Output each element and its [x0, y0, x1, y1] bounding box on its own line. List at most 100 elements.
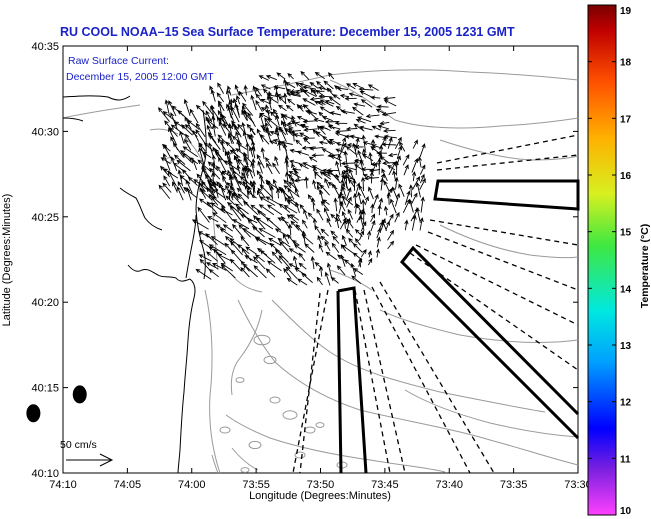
current-vector: [195, 104, 207, 115]
current-vector: [346, 196, 352, 208]
current-vector: [206, 119, 219, 129]
current-vector: [319, 125, 331, 131]
current-vector: [233, 154, 240, 167]
current-vector: [313, 171, 323, 180]
current-vector: [278, 96, 287, 104]
current-vector: [287, 199, 299, 208]
current-vector: [242, 102, 254, 116]
current-vector: [285, 104, 294, 112]
current-vector: [310, 197, 316, 212]
x-tick-label: 73:30: [564, 479, 592, 491]
current-vector: [202, 151, 212, 159]
current-vector: [380, 177, 385, 191]
current-vector: [208, 244, 227, 256]
sector-ray: [429, 219, 579, 246]
sector-outline: [399, 245, 580, 440]
current-vector: [419, 173, 425, 184]
current-vector: [319, 106, 332, 114]
current-vector: [386, 191, 391, 205]
current-vector: [211, 195, 226, 208]
x-tick-label: 74:10: [49, 479, 77, 491]
current-vector: [327, 153, 340, 158]
current-vector: [403, 164, 409, 176]
current-vector: [385, 220, 390, 231]
sector-ray: [371, 286, 471, 474]
current-vector: [270, 111, 278, 119]
current-vector: [334, 121, 348, 126]
current-vector: [335, 173, 341, 184]
current-vector: [187, 176, 198, 186]
buoy-marker: [72, 385, 87, 404]
current-vector: [404, 219, 409, 231]
current-vector: [205, 110, 213, 123]
current-vector: [289, 89, 302, 94]
colorbar-tick-label: 18: [620, 58, 632, 69]
current-vector: [207, 131, 217, 144]
current-vector: [283, 142, 289, 159]
current-vector: [361, 167, 374, 172]
current-vector: [232, 219, 250, 230]
current-vector: [231, 122, 241, 136]
current-vector: [207, 216, 219, 223]
current-vector: [394, 136, 402, 150]
buoy-marker: [26, 404, 41, 423]
current-vector: [229, 167, 242, 178]
current-vector: [236, 139, 241, 152]
current-vector: [242, 263, 259, 278]
current-vector: [301, 234, 314, 245]
current-vector: [170, 124, 186, 136]
current-vector: [359, 159, 365, 176]
current-vector: [343, 150, 348, 167]
current-vector: [207, 179, 219, 191]
current-vector: [341, 195, 354, 206]
current-vector: [208, 268, 219, 278]
current-vector: [253, 265, 267, 279]
current-vector: [358, 257, 363, 267]
current-vector: [218, 117, 234, 130]
current-vector: [179, 130, 185, 144]
current-vector: [359, 230, 365, 241]
current-vector: [260, 147, 265, 160]
current-vector: [288, 171, 301, 179]
current-vector: [298, 82, 311, 88]
current-vector: [310, 255, 315, 270]
current-vector: [387, 240, 395, 250]
current-vector: [332, 183, 340, 197]
current-vector: [323, 80, 334, 90]
current-vector: [317, 86, 333, 92]
current-vector: [319, 99, 334, 107]
current-vector: [348, 178, 355, 188]
current-vector: [310, 88, 318, 97]
current-vector: [336, 86, 349, 91]
current-vector: [285, 266, 298, 279]
x-tick-label: 73:40: [435, 479, 463, 491]
current-vector: [316, 185, 322, 195]
current-vector: [265, 180, 283, 192]
bathymetry-contour: [225, 414, 446, 473]
colorbar-label: Temperature (°C): [639, 224, 651, 309]
current-vector: [266, 162, 273, 175]
current-vector: [216, 165, 223, 174]
current-vector: [323, 207, 331, 221]
current-vector: [339, 93, 349, 99]
current-vector: [366, 230, 372, 240]
current-vector: [316, 208, 324, 221]
current-vector: [367, 250, 372, 258]
current-vector: [169, 127, 178, 137]
current-vector: [398, 183, 405, 197]
current-vector: [288, 159, 301, 164]
coastline: [62, 95, 207, 474]
current-vector: [321, 148, 334, 156]
x-tick-label: 74:00: [178, 479, 206, 491]
colorbar-tick-label: 10: [620, 506, 632, 517]
y-tick-label: 40:30: [31, 126, 59, 138]
buoys: [26, 385, 87, 423]
current-vector: [230, 249, 242, 262]
current-vector: [168, 127, 177, 145]
sector-ray: [354, 289, 391, 474]
current-vector: [229, 98, 234, 111]
current-vector: [320, 228, 329, 237]
current-vector: [251, 158, 256, 169]
current-vector: [370, 95, 381, 100]
current-vector: [240, 267, 250, 278]
